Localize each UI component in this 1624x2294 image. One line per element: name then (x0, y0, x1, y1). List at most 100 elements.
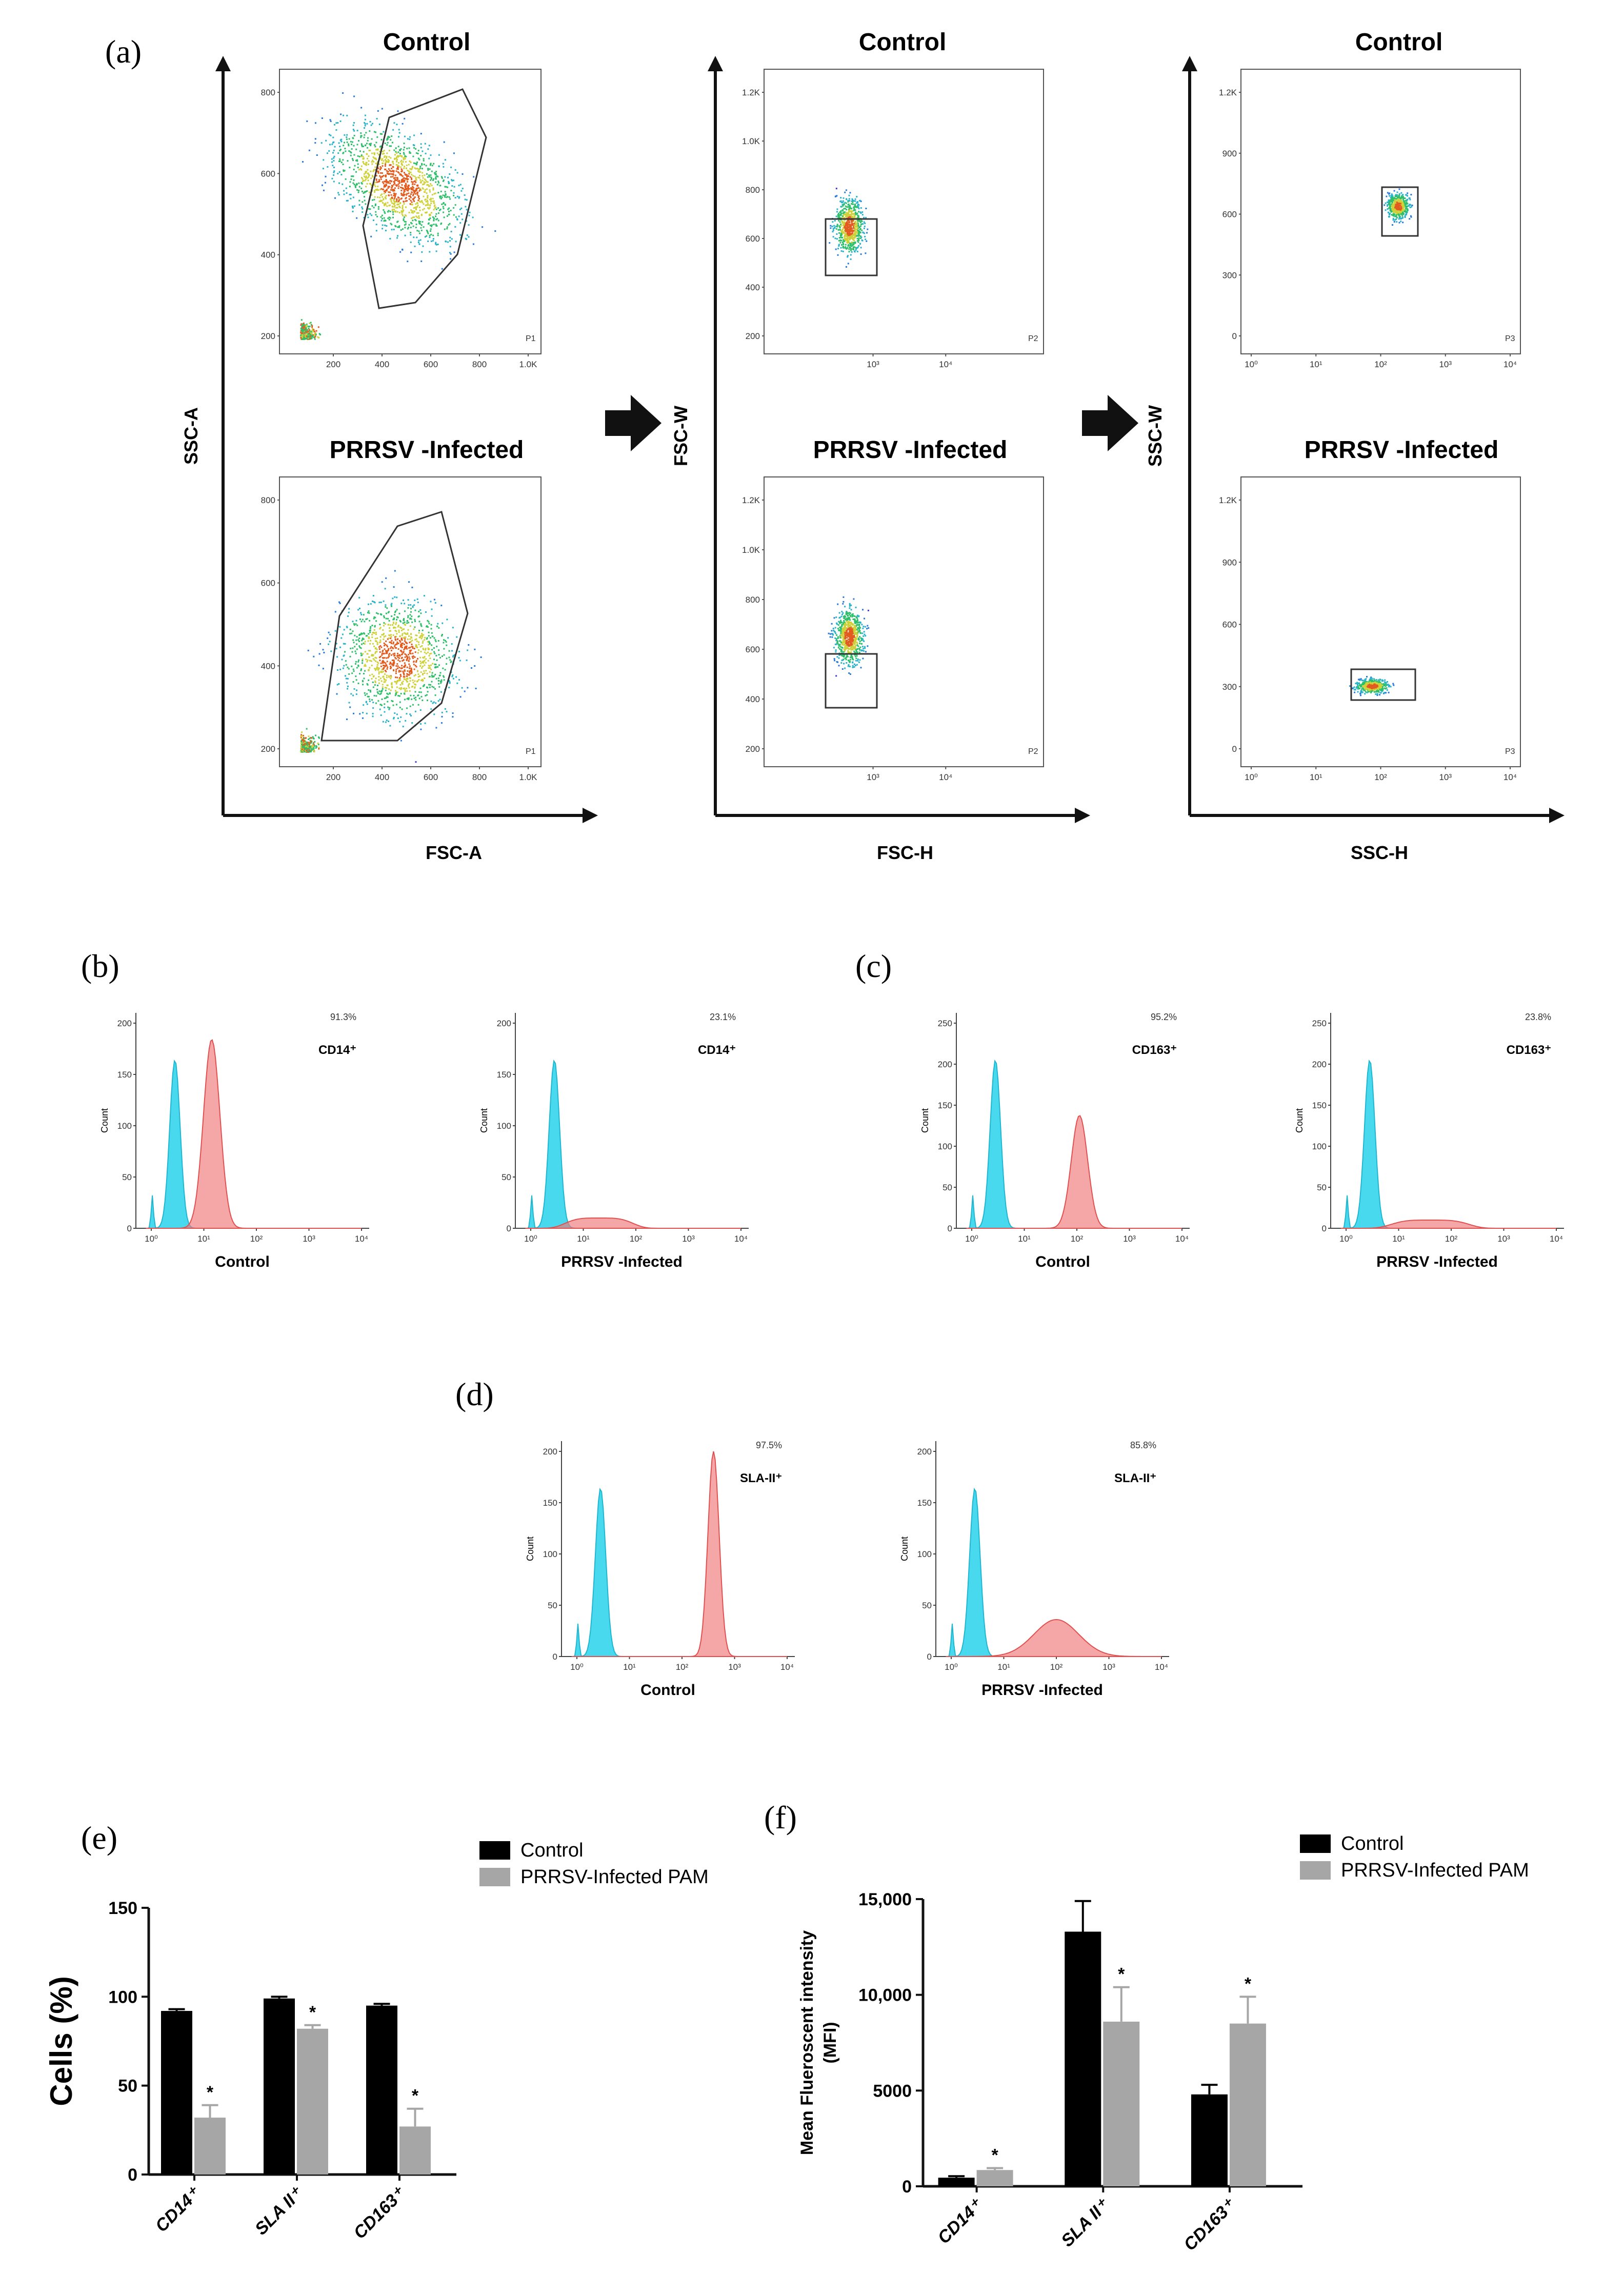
scatter-col-2-xlabel: FSC-H (877, 842, 933, 863)
bar-category-label: SLA II⁺ (1057, 2195, 1113, 2251)
hist-ytick: 100 (117, 1121, 132, 1131)
hist-ytick: 0 (553, 1652, 557, 1662)
gate-label: P3 (1505, 334, 1515, 343)
hist-ytick: 0 (948, 1224, 952, 1233)
scatter-ytick: 800 (746, 595, 760, 605)
bar-SLA II⁺-Control (1065, 1931, 1101, 2186)
scatter-xtick: 10¹ (1310, 772, 1322, 782)
hist-xtick: 10² (1445, 1234, 1458, 1244)
bar-ytick: 50 (118, 2077, 137, 2096)
hist-xtick: 10³ (1102, 1662, 1115, 1672)
hist-ytick: 0 (1322, 1224, 1327, 1233)
panel-label-a: (a) (105, 33, 142, 70)
hist-ytick: 250 (938, 1019, 952, 1028)
scatter-ytick: 0 (1232, 744, 1237, 754)
hist-xtick: 10² (250, 1234, 263, 1244)
scatter-ytick: 800 (261, 88, 275, 97)
scatter-xtick: 10³ (867, 360, 879, 369)
scatter-ytick: 600 (746, 645, 760, 654)
hist-xtick: 10² (1050, 1662, 1063, 1672)
scatter-ytick: 400 (261, 661, 275, 671)
scatter-xtick: 10⁰ (1245, 772, 1258, 782)
hist-percent: 95.2% (1151, 1012, 1177, 1022)
bar-ytick: 150 (108, 1899, 137, 1918)
significance-mark: * (1245, 1974, 1252, 1993)
scatter-ytick: 600 (746, 234, 760, 244)
scatter-xtick: 1.0K (519, 360, 538, 369)
bar-CD14⁺-PRRSV-Infected PAM (194, 2118, 226, 2175)
scatter-xtick: 10⁴ (939, 360, 952, 369)
scatter-ytick: 200 (261, 744, 275, 754)
gating-arrow-2 (1082, 395, 1138, 451)
legend-swatch (479, 1841, 510, 1860)
scatter-xtick: 600 (424, 772, 438, 782)
scatter-ytick: 400 (746, 283, 760, 292)
scatter-xtick: 800 (472, 772, 487, 782)
hist-percent: 23.8% (1525, 1012, 1551, 1022)
hist-ytick: 100 (543, 1549, 557, 1559)
hist-count-label: Count (525, 1537, 535, 1561)
scatter-title-col3-infected: PRRSV -Infected (1305, 436, 1499, 464)
scatter-title-col2-control: Control (859, 29, 947, 56)
hist-xtick: 10⁰ (1339, 1234, 1353, 1244)
bar-ytick: 5000 (873, 2081, 912, 2101)
panel-label-f: (f) (764, 1799, 797, 1836)
hist-xtick: 10⁴ (1175, 1234, 1189, 1244)
legend-swatch (1300, 1861, 1331, 1880)
legend-swatch (1300, 1834, 1331, 1853)
hist-ytick: 150 (917, 1498, 932, 1508)
scatter-ytick: 200 (746, 331, 760, 341)
legend-label: PRRSV-Infected PAM (520, 1866, 709, 1888)
scatter-ytick: 900 (1222, 149, 1237, 158)
bar-SLA II⁺-PRRSV-Infected PAM (297, 2029, 328, 2175)
hist-ytick: 150 (1312, 1101, 1327, 1110)
significance-mark: * (309, 2003, 316, 2022)
hist-xlabel: Control (215, 1253, 270, 1270)
scatter-xtick: 10³ (867, 772, 879, 782)
scatter-xtick: 10¹ (1310, 360, 1322, 369)
hist-xtick: 10⁴ (355, 1234, 368, 1244)
isotype-curve (146, 1061, 362, 1228)
scatter-ytick: 900 (1222, 557, 1237, 567)
hist-ytick: 50 (502, 1172, 511, 1182)
hist-count-label: Count (99, 1108, 110, 1133)
bar-category-label: CD14⁺ (152, 2183, 205, 2236)
hist-xtick: 10³ (728, 1662, 741, 1672)
panel-label-b: (b) (81, 948, 119, 984)
hist-xtick: 10¹ (623, 1662, 636, 1672)
hist-xtick: 10⁴ (734, 1234, 748, 1244)
hist-ytick: 200 (117, 1019, 132, 1028)
significance-mark: * (412, 2086, 419, 2106)
bar-CD163⁺-Control (1191, 2094, 1228, 2186)
gating-arrow-1 (605, 395, 661, 451)
isotype-curve (1341, 1061, 1556, 1228)
hist-xtick: 10³ (1123, 1234, 1136, 1244)
hist-ytick: 100 (938, 1142, 952, 1151)
bar-ytick: 0 (128, 2165, 137, 2185)
hist-xtick: 10⁰ (570, 1662, 584, 1672)
scatter-xtick: 400 (375, 360, 389, 369)
gate-label: P1 (526, 334, 536, 343)
isotype-curve (526, 1061, 741, 1228)
significance-mark: * (1118, 1965, 1125, 1984)
scatter-ytick: 600 (261, 169, 275, 178)
hist-marker: SLA-II⁺ (1114, 1471, 1156, 1485)
scatter-ytick: 1.2K (742, 88, 760, 97)
scatter-xtick: 200 (326, 772, 340, 782)
bar-CD14⁺-PRRSV-Infected PAM (977, 2170, 1013, 2186)
legend-label: PRRSV-Infected PAM (1341, 1860, 1529, 1881)
gate-label: P2 (1028, 334, 1038, 343)
panel-label-e: (e) (81, 1820, 117, 1856)
hist-ytick: 200 (543, 1447, 557, 1457)
hist-xtick: 10³ (303, 1234, 315, 1244)
bar-SLA II⁺-PRRSV-Infected PAM (1103, 2022, 1139, 2186)
hist-xtick: 10¹ (997, 1662, 1010, 1672)
hist-ytick: 100 (497, 1121, 511, 1131)
hist-xlabel: Control (1035, 1253, 1090, 1270)
